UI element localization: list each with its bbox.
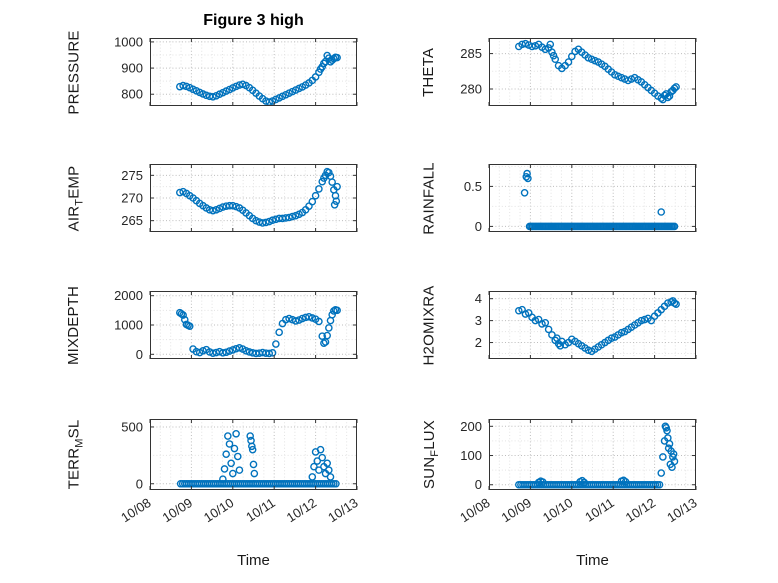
subplot-pressure: PRESSURE 800 900 1000 — [66, 30, 358, 114]
y-axis-label-sun-flux: SUNFLUX — [420, 420, 441, 489]
subplot-h2omixra: H2OMIXRA 2 3 4 — [421, 285, 697, 365]
y-tick-label: 800 — [121, 87, 143, 102]
scatter-points — [520, 169, 679, 231]
plot-area-terr-msl: 0 500 10/08 10/09 10/10 10/11 10/12 10/13 — [118, 419, 361, 525]
y-tick-label: 1000 — [114, 318, 143, 333]
y-axis-label-air-temp: AIRTEMP — [65, 165, 86, 231]
y-tick-label: 285 — [460, 46, 482, 61]
y-axis-label-rainfall: RAINFALL — [420, 161, 438, 235]
y-tick-label: 265 — [121, 213, 143, 228]
y-tick-label: 3 — [475, 313, 482, 328]
subplot-sun-flux: SUNFLUX 0 100 200 10/08 10/09 10/10 10/11 10/12… — [421, 419, 700, 525]
subplot-terr-msl: TERRMSL 0 500 10/08 10/09 10/10 10/11 10/12 10/… — [66, 419, 361, 525]
x-tick-label: 10/11 — [243, 495, 278, 525]
scatter-points — [176, 167, 341, 227]
y-tick-label: 0 — [475, 477, 482, 492]
scatter-points — [176, 429, 340, 488]
subplot-air-temp: AIRTEMP 265 270 275 — [66, 164, 358, 232]
y-tick-label: 0 — [475, 219, 482, 234]
x-tick-label: 10/11 — [582, 495, 617, 525]
y-tick-label: 0 — [136, 347, 143, 362]
y-axis-label-h2omixra: H2OMIXRA — [420, 285, 438, 365]
y-axis-label-mixdepth: MIXDEPTH — [65, 285, 83, 365]
y-tick-label: 0 — [136, 476, 143, 491]
plot-area-h2omixra: 2 3 4 — [475, 291, 697, 359]
plot-area-pressure: 800 900 1000 — [114, 34, 358, 106]
y-tick-label: 4 — [475, 291, 482, 306]
x-tick-label: 10/13 — [664, 495, 699, 525]
plot-area-air-temp: 265 270 275 — [121, 164, 358, 232]
plot-area-theta: 280 285 — [460, 38, 697, 106]
y-tick-label: 2 — [475, 335, 482, 350]
x-axis-label-left: Time — [237, 552, 270, 569]
x-tick-label: 10/09 — [160, 495, 195, 525]
y-tick-label: 100 — [460, 448, 482, 463]
subplot-theta: THETA 280 285 — [421, 38, 697, 106]
x-tick-label: 10/12 — [284, 495, 319, 525]
scatter-points — [515, 422, 679, 489]
y-tick-label: 200 — [460, 419, 482, 434]
x-tick-label: 10/12 — [623, 495, 658, 525]
plot-area-mixdepth: 0 1000 2000 — [114, 288, 358, 362]
y-tick-label: 900 — [121, 61, 143, 76]
y-axis-label-terr-msl: TERRMSL — [65, 419, 86, 490]
x-axis-label-right: Time — [576, 552, 609, 569]
y-axis-label-pressure: PRESSURE — [65, 29, 83, 115]
subplot-mixdepth: MIXDEPTH 0 1000 2000 — [66, 285, 358, 365]
figure-title: Figure 3 high — [203, 12, 304, 29]
y-tick-label: 0.5 — [464, 179, 482, 194]
y-tick-label: 270 — [121, 191, 143, 206]
x-tick-label: 10/08 — [118, 495, 153, 525]
y-tick-label: 275 — [121, 168, 143, 183]
y-tick-label: 1000 — [114, 34, 143, 49]
plot-area-sun-flux: 0 100 200 10/08 10/09 10/10 10/11 10/12 10/13 — [457, 419, 699, 525]
plot-area-rainfall: 00.5 — [464, 164, 697, 234]
scatter-points — [515, 39, 680, 104]
y-axis-label-theta: THETA — [420, 47, 438, 97]
x-tick-label: 10/08 — [457, 495, 492, 525]
y-tick-label: 500 — [121, 419, 143, 434]
scatter-points — [176, 305, 341, 358]
subplot-rainfall: RAINFALL 0 0.5 — [421, 162, 697, 234]
y-tick-label: 2000 — [114, 288, 143, 303]
x-tick-label: 10/09 — [499, 495, 534, 525]
y-tick-label: 280 — [460, 82, 482, 97]
scatter-points — [515, 297, 680, 356]
scatter-points — [176, 51, 341, 106]
x-tick-label: 10/13 — [325, 495, 360, 525]
x-tick-label: 10/10 — [201, 495, 236, 525]
x-tick-label: 10/10 — [540, 495, 575, 525]
